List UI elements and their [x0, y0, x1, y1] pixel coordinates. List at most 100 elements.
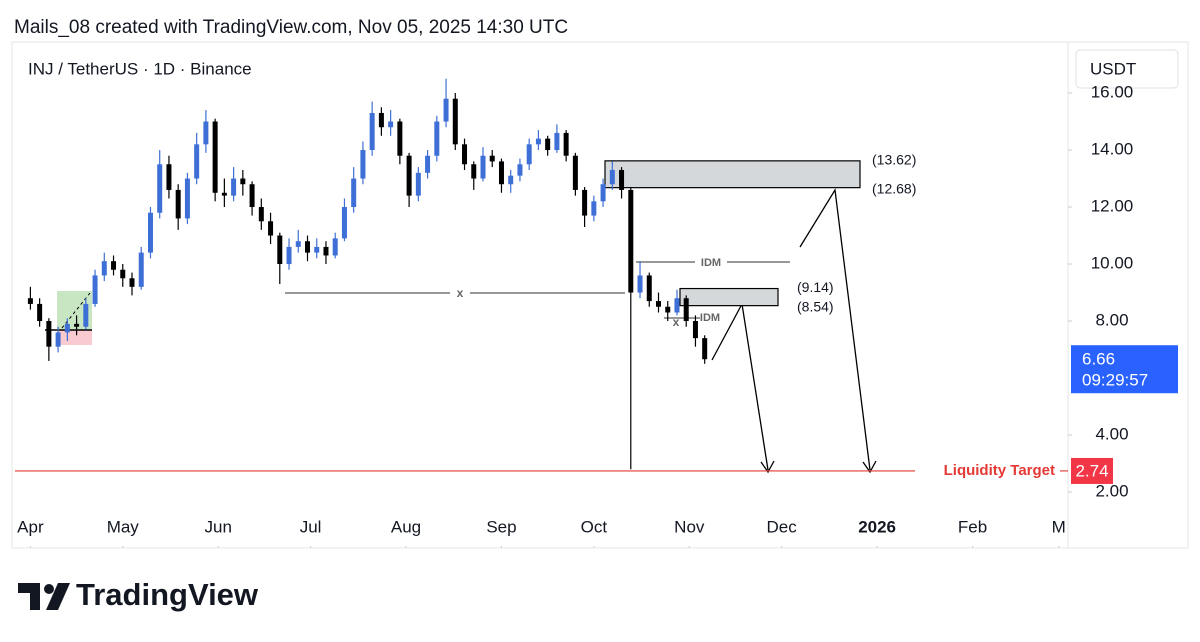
candle-body — [360, 150, 366, 179]
x-tick-label: Nov — [674, 517, 705, 536]
plot: x IDM x IDM — [27, 78, 877, 474]
candle-body — [517, 164, 523, 176]
zone-label: (9.14) — [797, 279, 834, 295]
candle-body — [101, 261, 107, 276]
candle-body — [323, 246, 329, 256]
candle-body — [55, 332, 61, 347]
candle-body — [166, 164, 172, 190]
y-tick-label: 10.00 — [1091, 254, 1134, 273]
candle-body — [332, 238, 338, 256]
candle-body — [452, 98, 458, 145]
candle-body — [83, 303, 89, 327]
last-price-box — [1071, 345, 1178, 394]
candle-body — [92, 275, 98, 304]
candle-body — [397, 121, 403, 156]
zone-label: (12.68) — [872, 180, 916, 196]
currency-box[interactable] — [1075, 49, 1179, 89]
candle-body — [240, 178, 246, 185]
candle-body — [656, 301, 661, 307]
candle-body — [268, 221, 274, 236]
pane-frame — [11, 41, 1189, 549]
candle-body — [471, 164, 477, 179]
candle-body — [554, 132, 560, 151]
brand: TradingView — [76, 577, 259, 612]
candle-body — [74, 323, 80, 327]
arrow-head — [760, 460, 775, 474]
candle-body — [692, 321, 698, 339]
supply-zone — [604, 160, 861, 189]
candle-body — [194, 144, 200, 179]
x-tick-label: Jun — [204, 517, 231, 536]
supply-zone — [679, 287, 779, 307]
candle-body — [305, 241, 310, 253]
candle-body — [425, 155, 431, 173]
candle-body — [388, 121, 394, 128]
y-tick-label: 2.00 — [1095, 482, 1128, 501]
candle-body — [591, 201, 597, 216]
candle-body — [628, 189, 634, 293]
candle-body — [508, 175, 514, 185]
candle-body — [147, 212, 153, 253]
candle-body — [646, 275, 652, 302]
candle-body — [702, 338, 708, 360]
projection-arrow — [711, 301, 769, 471]
x-tick-label: Oct — [581, 517, 608, 536]
candle-body — [637, 275, 643, 293]
annotation: x — [457, 286, 464, 300]
candle-body — [277, 235, 283, 265]
projection-arrow — [799, 188, 871, 471]
annotation: IDM — [700, 312, 720, 324]
candle-body — [231, 178, 237, 196]
candle-body — [46, 321, 52, 347]
candle-body — [286, 246, 292, 265]
candle-body — [64, 323, 70, 333]
candle-body — [545, 138, 551, 151]
candle-body — [480, 155, 486, 179]
x-tick-label: Aug — [391, 517, 421, 536]
candle-body — [489, 155, 495, 162]
candle-body — [212, 121, 218, 193]
candle-body — [683, 298, 689, 322]
candle-body — [674, 298, 680, 313]
candle-body — [443, 98, 449, 122]
annotation: x — [673, 315, 680, 329]
x-tick-label: Apr — [17, 517, 44, 536]
candle-body — [295, 241, 301, 247]
label-bg — [915, 460, 1060, 481]
header: Mails_08 created with TradingView.com, N… — [14, 17, 568, 38]
candle-body — [258, 207, 264, 222]
x-tick-label: Jul — [300, 517, 322, 536]
annotation: IDM — [701, 257, 721, 269]
candle-body — [184, 178, 190, 219]
y-tick-label: 16.00 — [1091, 83, 1134, 102]
logo-icon — [46, 583, 70, 610]
candle-body — [563, 132, 569, 156]
logo: TradingView — [18, 577, 259, 612]
candle-body — [221, 192, 227, 196]
candle-body — [582, 189, 588, 216]
candle-body — [120, 269, 126, 279]
candle-body — [341, 207, 347, 239]
candle-body — [378, 112, 384, 128]
candle-body — [314, 246, 320, 253]
candle-body — [600, 184, 606, 202]
candle-body — [203, 121, 209, 145]
x-tick-label: May — [107, 517, 140, 536]
x-tick-label: 2026 — [858, 517, 896, 536]
stop-zone — [57, 330, 92, 345]
y-tick-label: 8.00 — [1095, 311, 1128, 330]
logo-icon — [44, 584, 54, 594]
candle-body — [526, 144, 532, 165]
candle-body — [462, 144, 468, 165]
candle-body — [249, 184, 255, 208]
price-label: 2.74 — [1075, 461, 1108, 480]
candle-body — [157, 164, 163, 213]
arrow-head — [862, 460, 877, 474]
y-tick-label: 4.00 — [1095, 425, 1128, 444]
candle-body — [535, 138, 541, 145]
candle-body — [665, 306, 671, 313]
y-tick-label: 14.00 — [1091, 140, 1134, 159]
candle-body — [572, 155, 578, 190]
x-tick-label: M — [1052, 517, 1066, 536]
